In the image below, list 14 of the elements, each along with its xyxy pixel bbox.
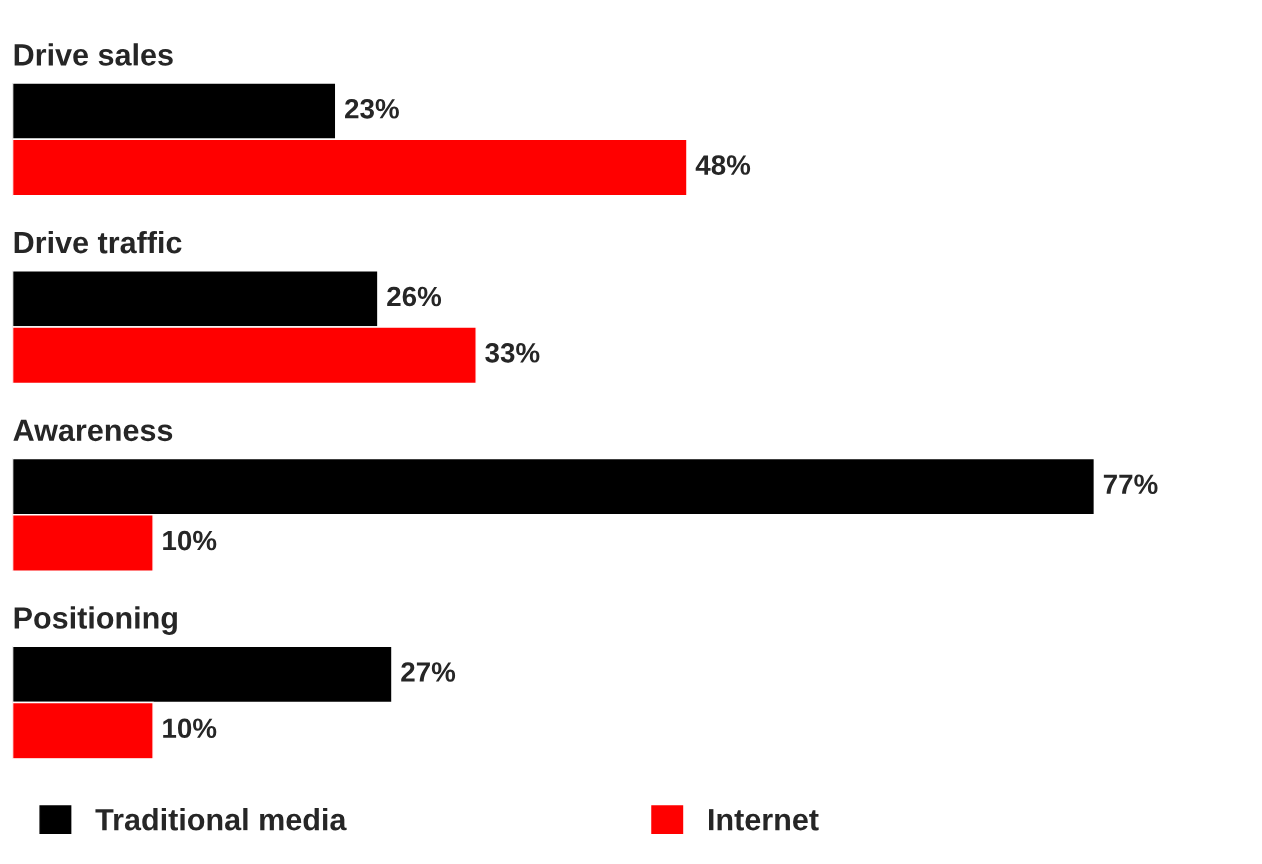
y-tick-label: Positioning [14, 606, 177, 635]
data-label: 10% [163, 718, 217, 739]
data-label: 26% [387, 286, 442, 307]
data-label: 33% [485, 342, 540, 363]
y-tick-label: Drive traffic [14, 230, 182, 254]
legend-label: Internet [709, 809, 819, 831]
y-tick-label: Awareness [13, 419, 173, 442]
legend-label: Traditional media [95, 808, 347, 831]
data-label: 23% [345, 98, 399, 119]
data-label: 10% [163, 530, 217, 551]
data-label: 48% [695, 155, 751, 175]
data-label: 77% [1103, 474, 1158, 495]
y-tick-label: Drive sales [14, 43, 173, 66]
data-label: 27% [401, 662, 456, 682]
